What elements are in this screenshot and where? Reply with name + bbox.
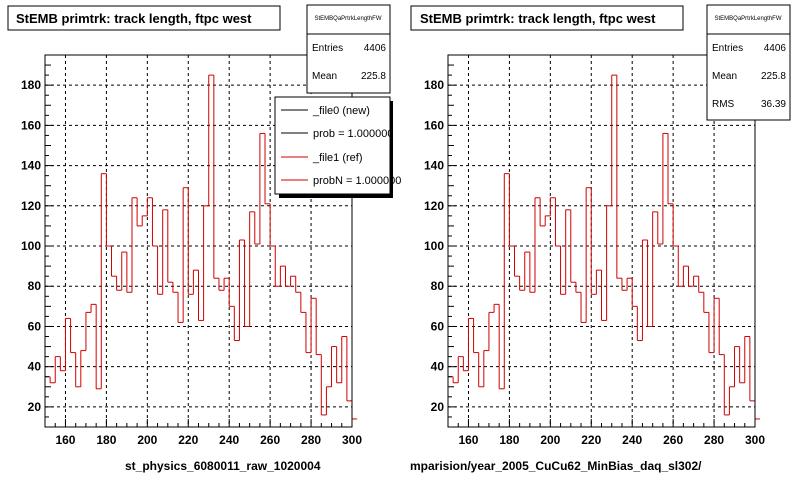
y-tick-label: 100 <box>21 239 41 253</box>
y-tick-label: 60 <box>28 319 42 333</box>
x-tick-label: 180 <box>499 433 519 447</box>
axis-ticks <box>44 64 353 427</box>
legend-label-probn: probN = 1.000000 <box>313 175 401 187</box>
stats-entries-label: Entries <box>312 43 343 54</box>
x-tick-label: 280 <box>704 433 724 447</box>
y-tick-labels: 20 40 60 80 100 120 140 160 180 <box>21 78 41 414</box>
stats-rms-value: 36.39 <box>761 99 786 110</box>
stats-mean-label: Mean <box>712 71 737 82</box>
legend-label-file0: _file0 (new) <box>312 105 370 117</box>
y-tick-label: 60 <box>431 319 445 333</box>
chart-title: StEMB primtrk: track length, ftpc west <box>420 11 656 26</box>
y-tick-label: 80 <box>431 279 445 293</box>
histogram-series <box>448 74 761 420</box>
file-footer-label: mparision/year_2005_CuCu62_MinBias_daq_s… <box>410 459 702 473</box>
legend-box: _file0 (new) prob = 1.000000 _file1 (ref… <box>274 96 401 198</box>
histogram-series <box>45 74 358 420</box>
y-tick-label: 160 <box>21 118 41 132</box>
x-tick-label: 160 <box>55 433 75 447</box>
y-tick-label: 160 <box>424 118 444 132</box>
x-tick-label: 180 <box>96 433 116 447</box>
axis-ticks <box>447 64 756 427</box>
chart-title: StEMB primtrk: track length, ftpc west <box>16 11 252 26</box>
y-tick-label: 40 <box>28 360 42 374</box>
x-tick-label: 260 <box>663 433 683 447</box>
x-tick-label: 220 <box>178 433 198 447</box>
left-histogram-panel: 160 180 200 220 240 260 280 300 20 40 60 80 100 120 1… <box>7 4 401 473</box>
y-tick-label: 180 <box>424 78 444 92</box>
stats-rms-label: RMS <box>712 99 735 110</box>
x-tick-label: 240 <box>219 433 239 447</box>
stats-box: StEMBQaPrtrkLengthFW Entries 4406 Mean 2… <box>706 4 791 121</box>
stats-entries-label: Entries <box>712 43 743 54</box>
x-tick-label: 200 <box>540 433 560 447</box>
y-tick-label: 20 <box>431 400 445 414</box>
stats-mean-value: 225.8 <box>361 71 386 82</box>
x-tick-label: 220 <box>581 433 601 447</box>
x-tick-label: 240 <box>622 433 642 447</box>
y-tick-label: 120 <box>424 199 444 213</box>
y-tick-label: 120 <box>21 199 41 213</box>
stats-mean-value: 225.8 <box>761 71 786 82</box>
stats-entries-value: 4406 <box>364 43 387 54</box>
y-tick-label: 80 <box>28 279 42 293</box>
legend-label-file1: _file1 (ref) <box>312 152 363 164</box>
y-tick-label: 140 <box>424 159 444 173</box>
x-tick-label: 280 <box>301 433 321 447</box>
y-tick-label: 140 <box>21 159 41 173</box>
x-tick-label: 200 <box>137 433 157 447</box>
x-tick-label: 300 <box>745 433 765 447</box>
y-tick-label: 20 <box>28 400 42 414</box>
x-tick-label: 260 <box>260 433 280 447</box>
x-tick-labels: 160 180 200 220 240 260 280 300 <box>55 433 362 447</box>
x-tick-label: 300 <box>342 433 362 447</box>
stats-box: StEMBQaPrtrkLengthFW Entries 4406 Mean 2… <box>306 4 391 94</box>
title-box: StEMB primtrk: track length, ftpc west <box>7 5 281 31</box>
legend-label-prob: prob = 1.000000 <box>313 128 393 140</box>
stats-entries-value: 4406 <box>764 43 787 54</box>
y-tick-label: 180 <box>21 78 41 92</box>
stats-histogram-name: StEMBQaPrtrkLengthFW <box>714 16 781 22</box>
stats-histogram-name: StEMBQaPrtrkLengthFW <box>314 16 381 22</box>
file-footer-label: st_physics_6080011_raw_1020004 <box>125 459 321 473</box>
stats-mean-label: Mean <box>312 71 337 82</box>
y-tick-labels: 20 40 60 80 100 120 140 160 180 <box>424 78 444 414</box>
x-tick-labels: 160 180 200 220 240 260 280 300 <box>458 433 765 447</box>
x-tick-label: 160 <box>458 433 478 447</box>
y-tick-label: 100 <box>424 239 444 253</box>
right-histogram-panel: 160 180 200 220 240 260 280 300 20 40 60 80 100 120 1… <box>410 4 791 473</box>
title-box: StEMB primtrk: track length, ftpc west <box>410 5 684 31</box>
y-tick-label: 40 <box>431 360 445 374</box>
